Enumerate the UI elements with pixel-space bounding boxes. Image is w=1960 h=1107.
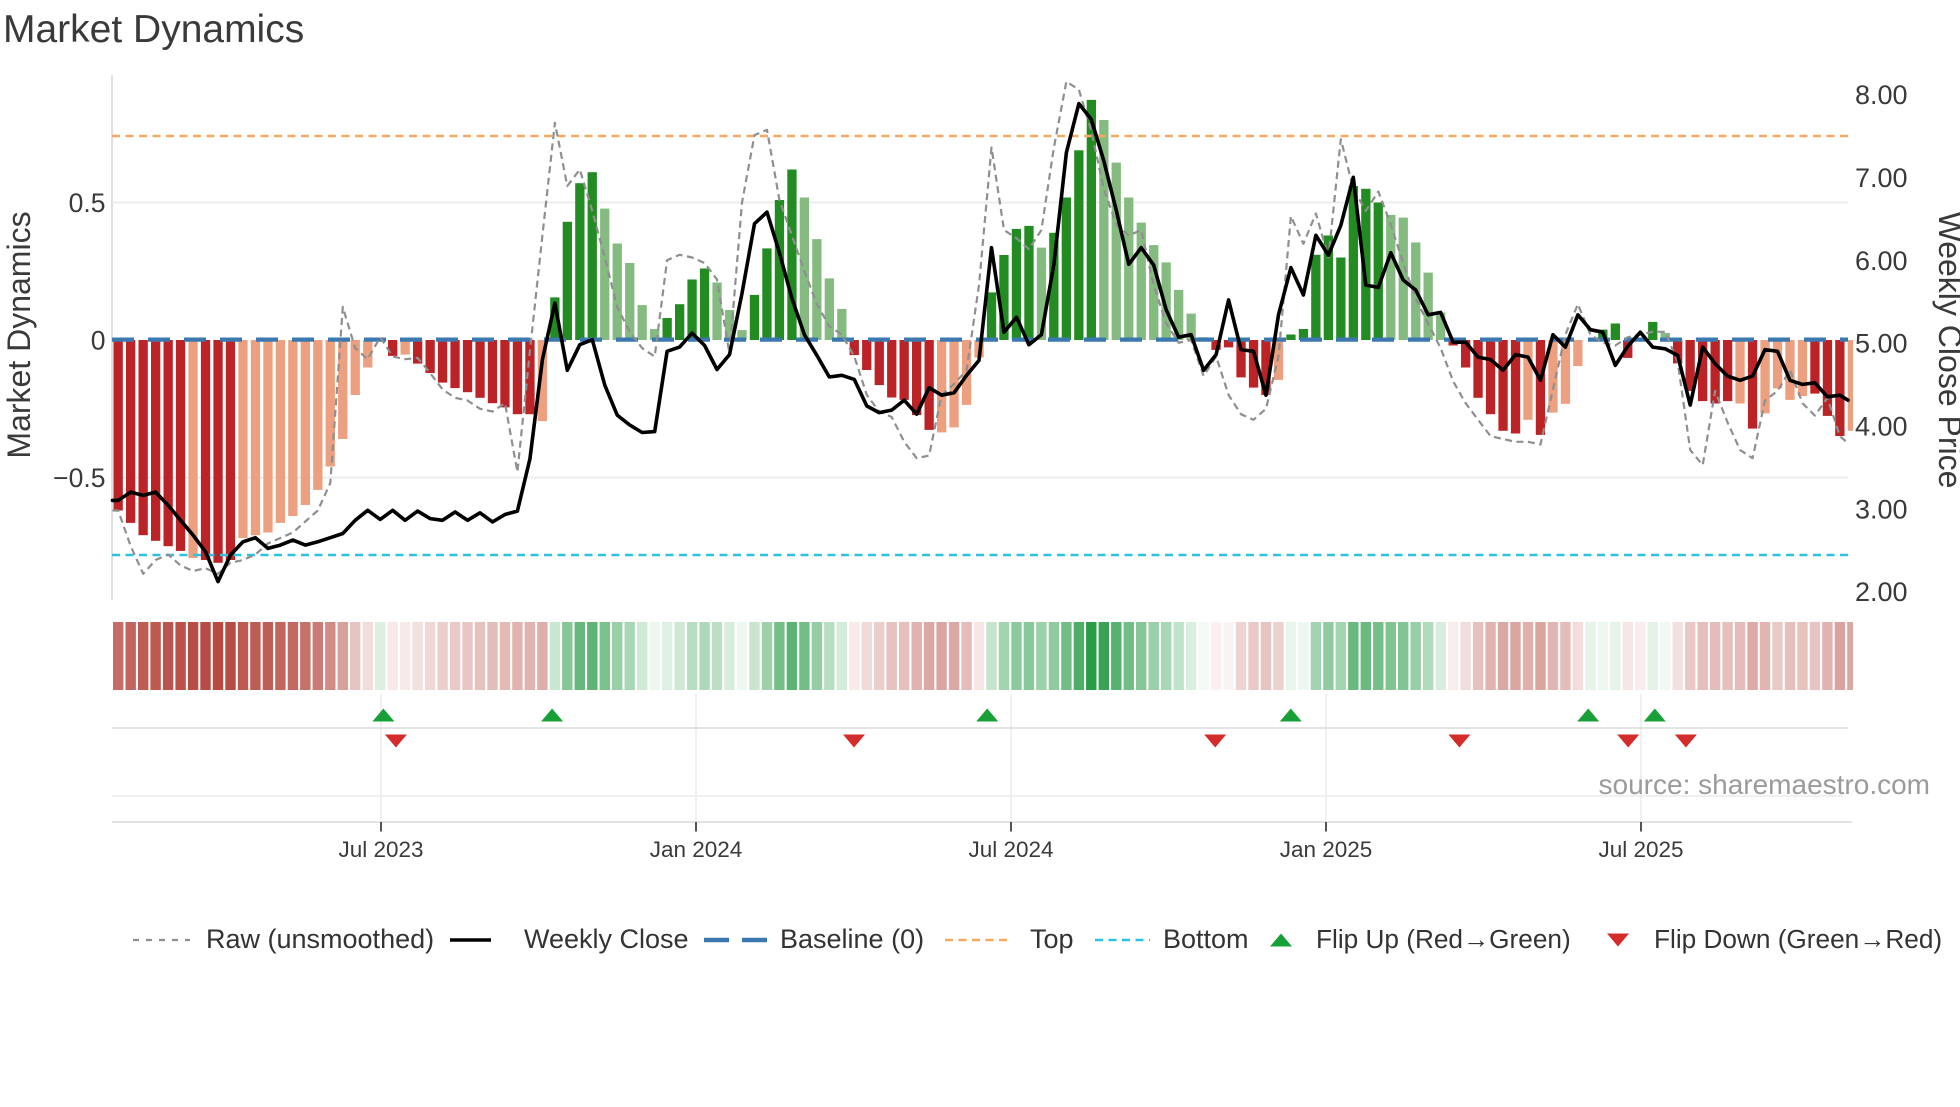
svg-text:Weekly Close Price: Weekly Close Price	[1932, 212, 1960, 489]
svg-text:Baseline (0): Baseline (0)	[780, 924, 924, 954]
svg-text:Flip Up (Red→Green): Flip Up (Red→Green)	[1316, 924, 1571, 954]
svg-text:−0.5: −0.5	[53, 463, 105, 493]
svg-text:source: sharemaestro.com: source: sharemaestro.com	[1599, 769, 1930, 800]
svg-text:Top: Top	[1030, 924, 1074, 954]
svg-text:0: 0	[91, 325, 106, 355]
svg-text:2.00: 2.00	[1855, 577, 1908, 607]
svg-text:Market Dynamics: Market Dynamics	[3, 8, 304, 51]
svg-text:5.00: 5.00	[1855, 329, 1908, 359]
svg-text:Market Dynamics: Market Dynamics	[1, 211, 37, 458]
svg-text:6.00: 6.00	[1855, 246, 1908, 276]
svg-text:4.00: 4.00	[1855, 411, 1908, 441]
svg-text:Jul 2024: Jul 2024	[968, 837, 1053, 862]
svg-text:Jul 2025: Jul 2025	[1598, 837, 1683, 862]
svg-text:Raw (unsmoothed): Raw (unsmoothed)	[206, 924, 434, 954]
svg-text:3.00: 3.00	[1855, 494, 1908, 524]
svg-text:Weekly Close: Weekly Close	[524, 924, 689, 954]
svg-text:Jan 2024: Jan 2024	[650, 837, 743, 862]
svg-text:8.00: 8.00	[1855, 80, 1908, 110]
svg-text:7.00: 7.00	[1855, 163, 1908, 193]
svg-text:Bottom: Bottom	[1163, 924, 1249, 954]
svg-text:Jan 2025: Jan 2025	[1280, 837, 1373, 862]
svg-text:0.5: 0.5	[69, 188, 106, 218]
svg-text:Flip Down (Green→Red): Flip Down (Green→Red)	[1654, 924, 1942, 954]
svg-text:Jul 2023: Jul 2023	[338, 837, 423, 862]
